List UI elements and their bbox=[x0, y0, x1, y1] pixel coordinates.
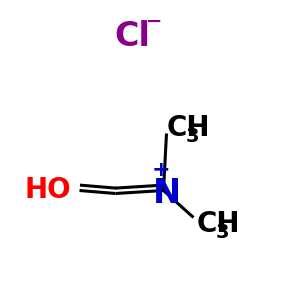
Text: N: N bbox=[152, 177, 181, 210]
Text: HO: HO bbox=[25, 176, 71, 205]
Text: 3: 3 bbox=[216, 223, 230, 242]
Text: Cl: Cl bbox=[114, 20, 150, 52]
Text: −: − bbox=[146, 11, 163, 31]
Text: 3: 3 bbox=[186, 127, 200, 146]
Text: CH: CH bbox=[196, 209, 240, 238]
Text: +: + bbox=[151, 160, 170, 179]
Text: CH: CH bbox=[167, 113, 210, 142]
